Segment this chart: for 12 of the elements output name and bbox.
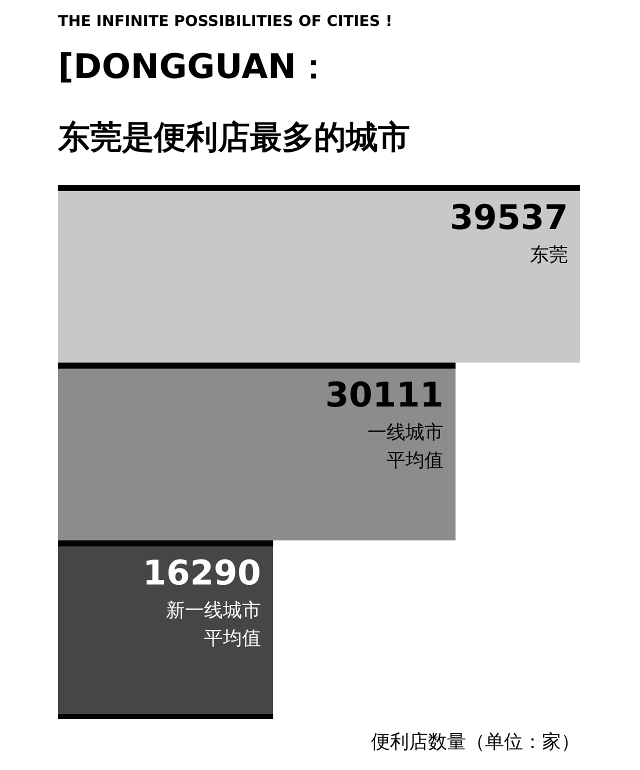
category: 平均值 — [204, 627, 262, 650]
category: 新一线城市 — [166, 599, 262, 622]
data-label: 16290 — [142, 553, 262, 594]
category: 平均值 — [386, 450, 444, 472]
category: 一线城市 — [368, 422, 444, 444]
xlabel: 便利店数量（单位：家） — [371, 731, 580, 753]
data-label: 30111 — [325, 376, 444, 416]
category: 东莞 — [530, 244, 568, 266]
title: 东莞是便利店最多的城市 — [58, 118, 410, 156]
annotation: THE INFINITE POSSIBILITIES OF CITIES ! — [58, 12, 392, 30]
annotation: [DONGGUAN： — [58, 47, 330, 87]
data-label: 39537 — [450, 198, 568, 238]
